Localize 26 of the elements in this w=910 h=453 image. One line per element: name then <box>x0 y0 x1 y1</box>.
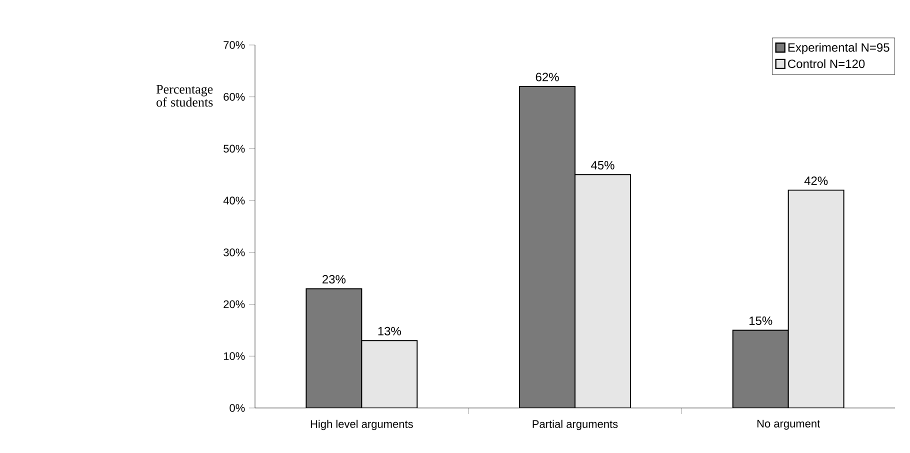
y-axis-title: Percentage of students <box>156 84 213 107</box>
data-label: 13% <box>378 326 401 336</box>
data-label: 45% <box>591 160 614 170</box>
legend-label: Experimental N=95 <box>788 42 890 54</box>
y-tick-label: 10% <box>224 352 245 360</box>
data-label: 42% <box>804 176 828 185</box>
y-tick-label: 20% <box>224 300 245 308</box>
y-tick-label: 50% <box>224 144 245 153</box>
y-tick-label: 30% <box>224 248 245 256</box>
bar <box>361 340 418 408</box>
x-tick-label: High level arguments <box>310 420 413 430</box>
bar <box>519 86 576 408</box>
data-label: 23% <box>322 275 346 284</box>
bar <box>306 288 362 408</box>
y-tick-label: 0% <box>230 404 245 412</box>
bar <box>788 190 844 408</box>
data-label: 62% <box>536 72 559 82</box>
legend-label: Control N=120 <box>788 59 865 68</box>
bar <box>574 174 631 408</box>
x-tick-label: Partial arguments <box>532 420 618 430</box>
x-tick-label: No argument <box>757 420 820 430</box>
y-tick-label: 70% <box>224 41 245 49</box>
y-tick-label: 60% <box>224 92 245 101</box>
bar <box>732 330 789 408</box>
y-tick-label: 40% <box>223 196 245 204</box>
data-label: 15% <box>750 316 772 326</box>
